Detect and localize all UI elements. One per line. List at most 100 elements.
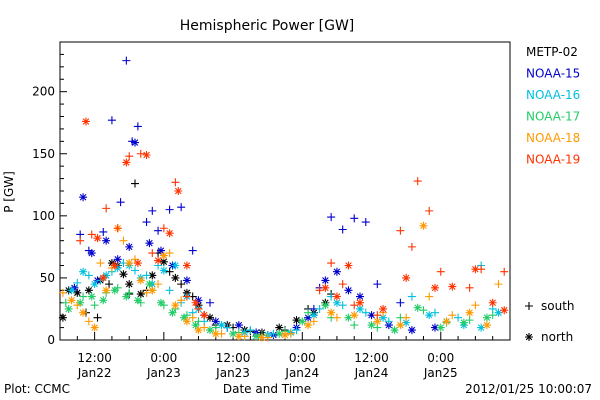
south-point-noaa-19 [327, 259, 336, 268]
north-point-noaa-18 [159, 251, 168, 260]
south-point-noaa-16 [131, 266, 139, 275]
north-point-noaa-16 [79, 267, 88, 276]
north-point-noaa-18 [102, 286, 111, 295]
north-point-noaa-17 [252, 332, 261, 341]
south-point-noaa-18 [188, 313, 197, 322]
marker-legend-north: north [541, 330, 573, 344]
north-point-noaa-19 [379, 304, 388, 313]
south-point-noaa-16 [407, 292, 416, 301]
north-point-noaa-17 [206, 326, 214, 335]
south-point-noaa-15 [142, 218, 151, 227]
north-point-noaa-15 [131, 138, 139, 147]
marker-legend-plus-icon [525, 302, 533, 310]
north-point-noaa-16 [171, 261, 180, 270]
north-point-noaa-19 [471, 265, 480, 274]
north-point-metp-02 [159, 257, 168, 266]
north-point-noaa-16 [425, 311, 434, 320]
north-point-noaa-15 [125, 242, 134, 251]
south-point-noaa-19 [194, 304, 203, 313]
south-point-noaa-18 [402, 313, 411, 322]
south-point-noaa-18 [471, 301, 480, 310]
plot-credit: Plot: CCMC [4, 382, 70, 396]
south-point-noaa-19 [425, 206, 434, 215]
north-point-noaa-17 [110, 286, 119, 295]
south-point-noaa-18 [309, 317, 318, 326]
north-point-metp-02 [136, 290, 145, 299]
north-point-noaa-19 [81, 117, 90, 126]
south-point-noaa-18 [425, 292, 434, 301]
north-point-noaa-17 [122, 292, 131, 301]
south-point-noaa-18 [494, 280, 503, 289]
north-point-metp-02 [171, 273, 180, 282]
north-point-noaa-18 [327, 308, 336, 317]
north-point-metp-02 [125, 280, 134, 289]
south-point-noaa-15 [154, 226, 163, 235]
north-point-noaa-15 [87, 249, 96, 258]
south-point-noaa-16 [165, 286, 174, 295]
north-point-noaa-19 [344, 261, 353, 270]
north-point-noaa-19 [488, 298, 497, 307]
north-point-metp-02 [206, 313, 214, 322]
north-point-noaa-18 [373, 317, 382, 326]
north-point-noaa-15 [102, 236, 111, 245]
south-point-noaa-15 [338, 225, 347, 234]
north-point-noaa-17 [87, 292, 96, 301]
north-point-noaa-19 [200, 311, 209, 320]
x-axis-label: Date and Time [223, 382, 311, 396]
north-point-noaa-18 [304, 321, 313, 330]
x-tick-date: Jan24 [284, 366, 319, 380]
y-tick-label: 150 [32, 147, 55, 161]
north-point-noaa-18 [182, 317, 191, 326]
south-point-noaa-16 [73, 278, 82, 287]
north-point-noaa-19 [110, 261, 119, 270]
south-point-noaa-18 [154, 280, 163, 289]
north-point-noaa-18 [148, 286, 157, 295]
north-point-noaa-18 [125, 259, 134, 268]
north-point-noaa-16 [477, 323, 486, 332]
north-point-noaa-15 [182, 276, 191, 285]
south-point-noaa-15 [116, 198, 125, 207]
north-point-noaa-19 [356, 298, 364, 307]
south-point-noaa-15 [206, 298, 214, 307]
north-point-noaa-18 [171, 301, 180, 310]
north-point-noaa-15 [113, 255, 122, 264]
south-point-noaa-19 [171, 178, 180, 187]
north-point-noaa-17 [459, 318, 468, 327]
x-tick-time: 12:00 [354, 351, 389, 365]
north-point-noaa-18 [234, 332, 243, 341]
north-point-noaa-15 [367, 311, 376, 320]
south-point-noaa-19 [136, 149, 145, 158]
north-point-noaa-16 [217, 321, 226, 330]
north-point-noaa-17 [99, 296, 108, 305]
marker-legend: south north [525, 299, 575, 344]
north-point-noaa-19 [402, 273, 411, 282]
chart-title: Hemispheric Power [GW] [180, 18, 355, 34]
north-point-noaa-15 [356, 292, 364, 301]
series-legend: METP-02 NOAA-15 NOAA-16 NOAA-17 NOAA-18 NOAA-… [526, 45, 580, 167]
north-point-noaa-15 [332, 267, 341, 276]
x-tick-date: Jan24 [354, 366, 389, 380]
south-point-noaa-15 [361, 218, 370, 227]
north-point-noaa-16 [159, 266, 168, 275]
north-point-noaa-18 [465, 308, 474, 317]
north-point-noaa-17 [180, 313, 189, 322]
north-point-noaa-18 [79, 308, 88, 317]
x-tick-time: 12:00 [216, 351, 251, 365]
north-point-noaa-18 [136, 276, 145, 285]
north-point-noaa-18 [211, 329, 220, 338]
south-point-noaa-19 [159, 224, 168, 233]
north-point-noaa-19 [182, 261, 191, 270]
x-tick-time: 0:00 [289, 351, 316, 365]
x-tick-time: 12:00 [77, 351, 112, 365]
south-point-metp-02 [105, 280, 114, 289]
north-point-noaa-15 [234, 321, 243, 330]
north-point-noaa-15 [407, 326, 416, 335]
north-point-noaa-17 [390, 326, 399, 335]
south-point-noaa-18 [119, 236, 128, 245]
north-point-noaa-17 [344, 313, 353, 322]
north-point-noaa-17 [229, 329, 238, 338]
x-tick-time: 0:00 [427, 351, 454, 365]
legend-entry-noaa-16: NOAA-16 [526, 88, 580, 102]
north-point-noaa-19 [191, 298, 200, 307]
north-point-noaa-16 [402, 318, 411, 327]
